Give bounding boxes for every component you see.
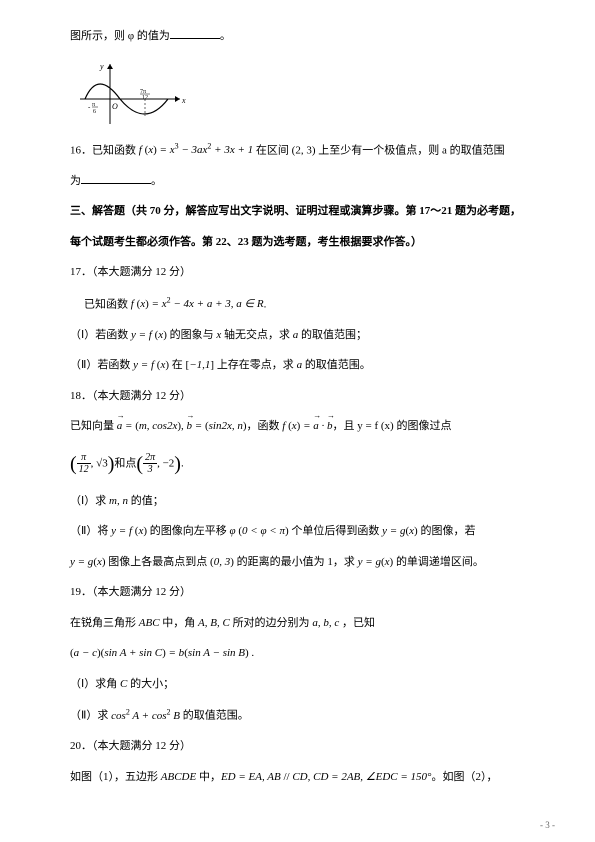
q16-line2: 为。 xyxy=(70,173,525,190)
svg-text:12: 12 xyxy=(142,95,148,101)
q15-continuation: 图所示，则 φ 的值为 。 xyxy=(70,28,525,45)
q18-t2: ，函数 xyxy=(247,420,283,432)
svg-text:-: - xyxy=(88,103,91,111)
q19-eq: (a − c)(sin A + sin C) = b(sin A − sin B… xyxy=(70,645,525,662)
q18-t3: ，且 y = f (x) 的图像过点 xyxy=(333,420,452,432)
q18-ii-a: （Ⅱ）将 y = f (x) 的图像向左平移 φ (0 < φ < π) 个单位… xyxy=(70,523,525,540)
q18-title: 18．（本大题满分 12 分） xyxy=(70,388,525,405)
q16-mid: 在区间 (2, 3) 上至少有一个极值点，则 a 的取值范围 xyxy=(253,144,504,156)
s3-l1: 三、解答题（共 70 分，解答应写出文字说明、证明过程或演算步骤。第 17～21… xyxy=(70,205,521,217)
q17-dot: . xyxy=(264,298,267,310)
q18-vec-b: b = (sin2x, n) xyxy=(187,420,247,432)
q19-ii: （Ⅱ）求 cos2 A + cos2 B 的取值范围。 xyxy=(70,706,525,724)
q16-blank xyxy=(81,173,151,184)
q18-fx: f (x) = a · b xyxy=(282,420,332,432)
q18-given: 已知向量 a = (m, cos2x), b = (sin2x, n)，函数 f… xyxy=(70,418,525,435)
cont-text: 图所示，则 φ 的值为 xyxy=(70,30,170,42)
blank xyxy=(170,28,220,39)
q19-title: 19．（本大题满分 12 分） xyxy=(70,584,525,601)
q17-given: 已知函数 f (x) = x2 − 4x + a + 3, a ∈ R. xyxy=(70,295,525,313)
q18-vec-a: a = (m, cos2x), xyxy=(117,420,184,432)
section3-header: 三、解答题（共 70 分，解答应写出文字说明、证明过程或演算步骤。第 17～21… xyxy=(70,203,525,220)
svg-text:y: y xyxy=(99,62,104,71)
q16-prefix: 16．已知函数 xyxy=(70,144,139,156)
q19-i: （Ⅰ）求角 C 的大小； xyxy=(70,676,525,693)
q18-and: 和点 xyxy=(114,457,136,469)
q16-func: f (x) = x3 − 3ax2 + 3x + 1 xyxy=(139,144,253,156)
svg-text:x: x xyxy=(181,96,186,105)
q20-title: 20．（本大题满分 12 分） xyxy=(70,738,525,755)
q16-end: 为 xyxy=(70,175,81,187)
page-number: - 3 - xyxy=(540,820,555,830)
svg-text:O: O xyxy=(112,102,118,111)
q18-ii-b: y = g(x) 图像上各最高点到点 (0, 3) 的距离的最小值为 1，求 y… xyxy=(70,554,525,571)
q19-given: 在锐角三角形 ABC 中，角 A, B, C 所对的边分别为 a, b, c ，… xyxy=(70,615,525,632)
svg-text:6: 6 xyxy=(93,109,96,115)
section3-header2: 每个试题考生都必须作答。第 22、23 题为选考题，考生根据要求作答。） xyxy=(70,234,525,251)
q18-i: （Ⅰ）求 m, n 的值； xyxy=(70,493,525,510)
s3-l2: 每个试题考生都必须作答。第 22、23 题为选考题，考生根据要求作答。） xyxy=(70,236,422,248)
period: 。 xyxy=(220,30,231,42)
q18-points: (π12, √3)和点(2π3, −2). xyxy=(70,449,525,479)
q18-t1: 已知向量 xyxy=(70,420,117,432)
q16: 16．已知函数 f (x) = x3 − 3ax2 + 3x + 1 在区间 (… xyxy=(70,141,525,159)
q17-i: （Ⅰ）若函数 y = f (x) 的图象与 x 轴无交点，求 a 的取值范围； xyxy=(70,327,525,344)
q17-func: f (x) = x2 − 4x + a + 3, a ∈ R xyxy=(131,298,264,310)
q17-ii: （Ⅱ）若函数 y = f (x) 在 [−1,1] 上存在零点，求 a 的取值范… xyxy=(70,357,525,374)
q17-pre: 已知函数 xyxy=(84,298,131,310)
q20-line1: 如图（1），五边形 ABCDE 中，ED = EA, AB // CD, CD … xyxy=(70,769,525,786)
q17-title: 17．（本大题满分 12 分） xyxy=(70,264,525,281)
sine-figure: O x y - π 6 7π 12 xyxy=(70,59,190,129)
